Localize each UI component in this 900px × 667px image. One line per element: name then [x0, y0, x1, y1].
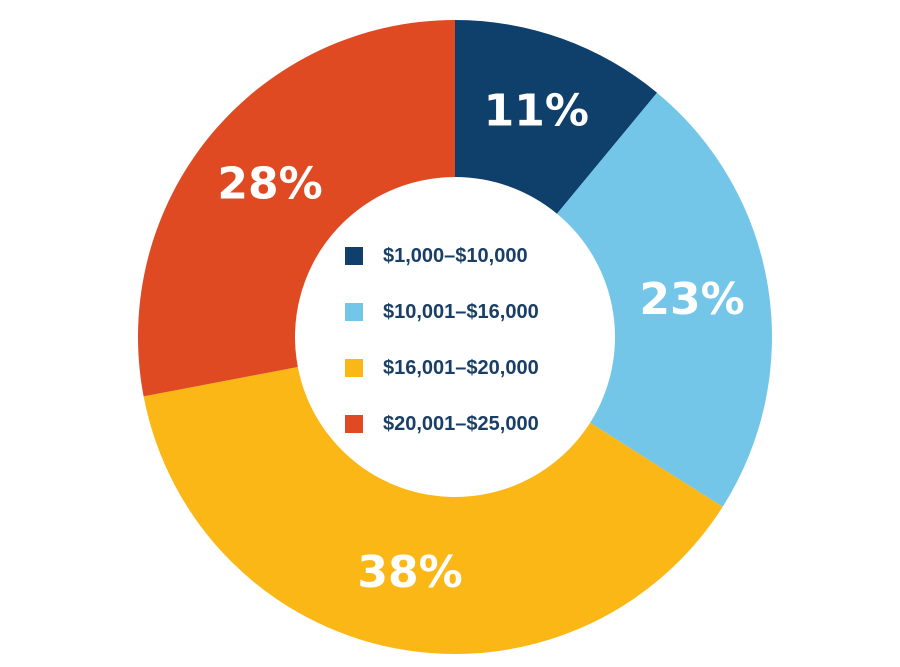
slice-value-label: 11% [484, 86, 589, 137]
legend-swatch [345, 247, 363, 265]
legend-label: $20,001–$25,000 [383, 413, 539, 435]
slice-value-label: 23% [639, 274, 744, 325]
slice-value-label: 38% [357, 547, 462, 598]
chart-legend: $1,000–$10,000 $10,001–$16,000 $16,001–$20… [345, 245, 539, 435]
legend-swatch [345, 303, 363, 321]
legend-label: $10,001–$16,000 [383, 301, 539, 323]
slice-1-000-10-000 [455, 20, 658, 214]
slice-10-001-16-000 [556, 92, 772, 507]
legend-item: $20,001–$25,000 [345, 413, 539, 435]
slice-16-001-20-000 [143, 366, 723, 655]
legend-label: $1,000–$10,000 [383, 245, 528, 267]
legend-swatch [345, 415, 363, 433]
chart-value-labels: 11% 23% 38% 28% [217, 86, 744, 599]
legend-item: $1,000–$10,000 [345, 245, 528, 267]
slice-20-001-25-000 [137, 20, 455, 397]
legend-label: $16,001–$20,000 [383, 357, 539, 379]
slice-value-label: 28% [217, 159, 322, 210]
legend-item: $16,001–$20,000 [345, 357, 539, 379]
legend-item: $10,001–$16,000 [345, 301, 539, 323]
legend-swatch [345, 359, 363, 377]
chart-slices [137, 20, 772, 655]
